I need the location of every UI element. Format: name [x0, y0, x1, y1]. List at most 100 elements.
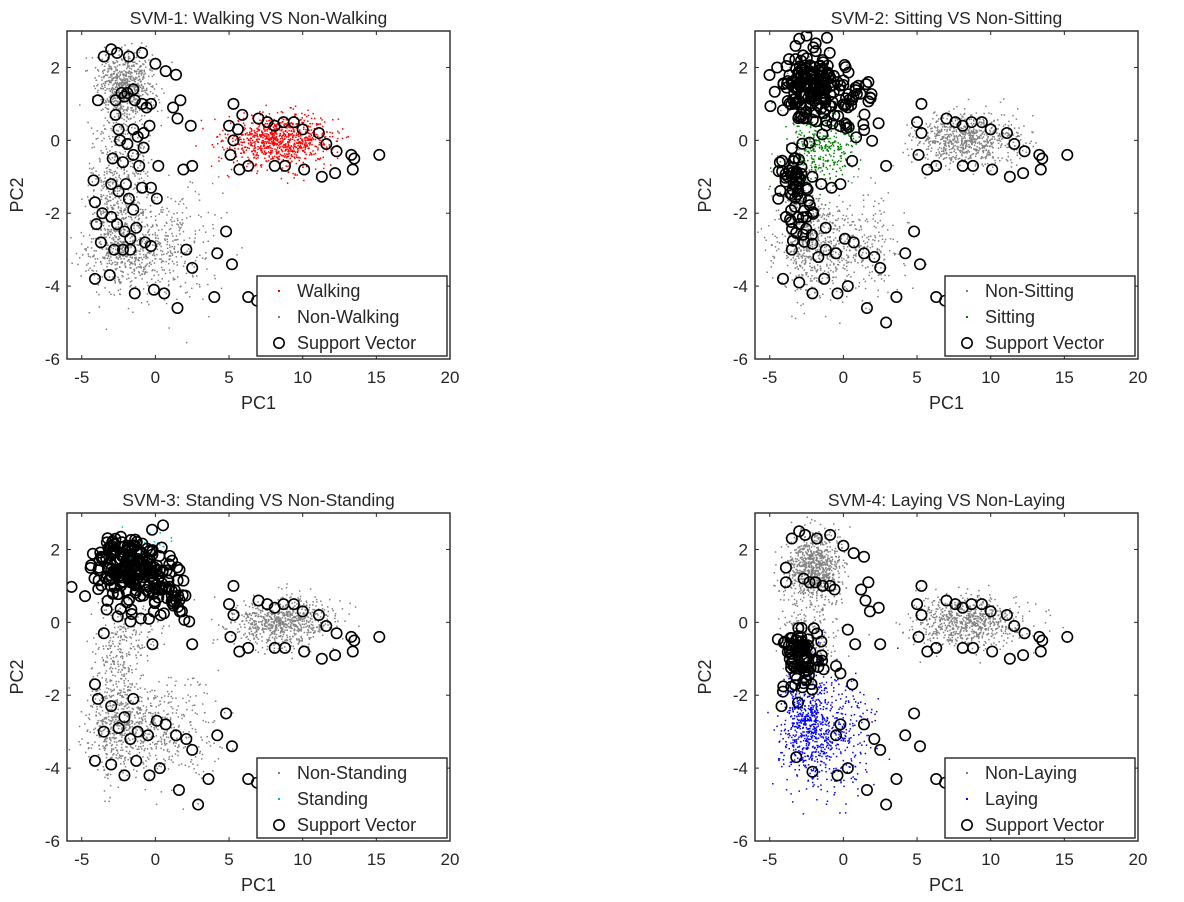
- data-point: [121, 123, 124, 126]
- data-point: [134, 102, 136, 104]
- data-point: [964, 137, 966, 139]
- data-point: [834, 237, 837, 239]
- data-point: [931, 142, 934, 144]
- data-point: [80, 275, 82, 277]
- data-point: [849, 224, 851, 227]
- data-point: [854, 254, 856, 256]
- data-point: [950, 148, 953, 150]
- data-point: [322, 144, 324, 146]
- data-point: [952, 145, 955, 147]
- data-point: [989, 145, 992, 147]
- data-point: [221, 139, 223, 142]
- data-point: [246, 132, 248, 134]
- data-point: [251, 139, 254, 142]
- support-vector: [159, 65, 172, 78]
- data-point: [950, 134, 953, 137]
- data-point: [967, 98, 970, 101]
- data-point: [793, 254, 795, 257]
- data-point: [806, 225, 809, 227]
- data-point: [120, 82, 122, 84]
- data-point: [130, 262, 133, 265]
- data-point: [123, 83, 126, 86]
- data-point: [125, 223, 127, 225]
- data-point: [1016, 164, 1018, 166]
- data-point: [1018, 127, 1020, 129]
- data-point: [966, 139, 968, 142]
- data-point: [997, 119, 999, 121]
- data-point: [127, 59, 130, 62]
- support-vector: [137, 127, 150, 140]
- data-point: [107, 61, 109, 63]
- data-point: [138, 109, 141, 111]
- data-point: [102, 108, 104, 111]
- support-vector: [90, 218, 103, 231]
- data-point: [138, 72, 140, 75]
- data-point: [164, 291, 166, 293]
- data-point: [99, 159, 101, 161]
- data-point: [178, 226, 180, 228]
- data-point: [91, 57, 94, 59]
- data-point: [927, 148, 930, 150]
- data-point: [154, 232, 156, 234]
- data-point: [123, 109, 125, 111]
- data-point: [969, 114, 972, 116]
- data-point: [98, 238, 100, 241]
- data-point: [918, 142, 920, 145]
- data-point: [112, 237, 115, 239]
- data-point: [805, 224, 807, 227]
- data-point: [791, 212, 793, 215]
- data-point: [114, 170, 117, 173]
- data-point: [169, 272, 171, 274]
- data-point: [878, 202, 880, 205]
- data-point: [950, 141, 953, 143]
- data-point: [923, 142, 925, 145]
- data-point: [174, 278, 176, 280]
- data-point: [123, 244, 125, 247]
- data-point: [177, 250, 179, 253]
- data-point: [133, 84, 136, 87]
- data-point: [149, 68, 151, 70]
- data-point: [163, 299, 166, 301]
- data-point: [310, 134, 313, 137]
- data-point: [131, 166, 134, 168]
- data-point: [286, 156, 289, 158]
- data-point: [106, 252, 109, 255]
- support-vector: [88, 196, 101, 209]
- data-point: [946, 130, 948, 133]
- data-point: [176, 264, 178, 266]
- data-point: [296, 134, 299, 136]
- data-point: [163, 269, 166, 271]
- data-point: [824, 237, 826, 240]
- data-point: [257, 141, 259, 143]
- data-point: [108, 225, 110, 227]
- data-point: [304, 148, 306, 151]
- data-point: [125, 70, 127, 73]
- data-point: [127, 175, 130, 178]
- data-point: [799, 201, 802, 204]
- data-point: [142, 288, 145, 290]
- data-point: [197, 214, 200, 216]
- data-point: [863, 245, 865, 248]
- data-point: [969, 138, 972, 141]
- data-point: [940, 153, 943, 156]
- data-point: [306, 115, 308, 118]
- data-point: [259, 113, 262, 116]
- data-point: [122, 81, 124, 84]
- data-point: [109, 150, 111, 152]
- data-point: [241, 144, 243, 147]
- data-point: [116, 229, 118, 232]
- data-point: [120, 281, 122, 283]
- data-point: [994, 128, 996, 131]
- data-point: [121, 270, 124, 273]
- data-point: [104, 229, 107, 231]
- data-point: [270, 153, 272, 155]
- data-point: [184, 281, 187, 284]
- data-point: [285, 156, 288, 159]
- data-point: [129, 76, 131, 78]
- data-point: [120, 222, 123, 225]
- data-point: [794, 290, 797, 292]
- data-point: [825, 231, 827, 233]
- data-point: [156, 196, 159, 199]
- data-point: [103, 171, 106, 173]
- data-point: [860, 245, 862, 247]
